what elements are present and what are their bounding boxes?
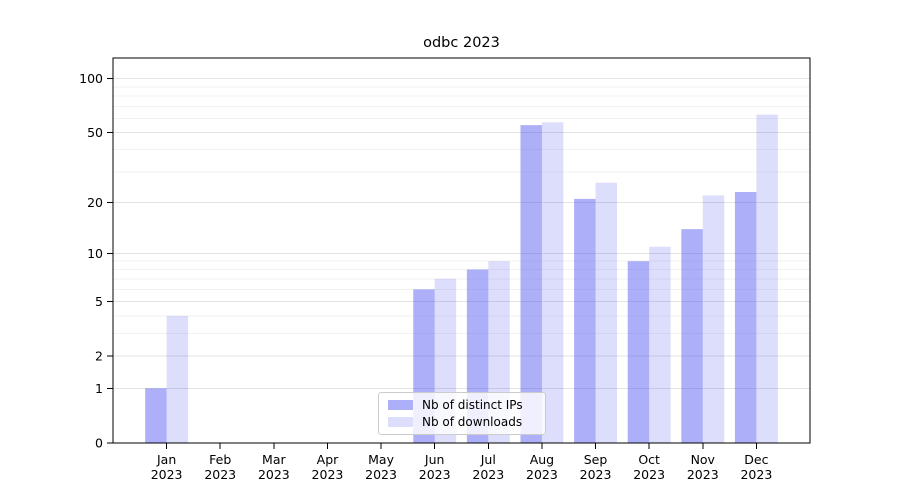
legend-swatch-downloads <box>388 417 413 427</box>
bar-downloads-jan <box>166 315 189 443</box>
x-tick-label-year: 2023 <box>258 467 290 482</box>
y-tick-label: 5 <box>95 294 103 309</box>
x-tick-label-year: 2023 <box>526 467 558 482</box>
bar-distinct-ips-oct <box>627 261 650 443</box>
x-tick-label-month: Nov <box>691 452 716 467</box>
y-tick-label: 0 <box>95 436 103 451</box>
x-tick-label-month: Aug <box>530 452 554 467</box>
axes-box <box>112 57 811 444</box>
x-tick-label-month: Jul <box>480 452 496 467</box>
x-tick-label-year: 2023 <box>204 467 236 482</box>
bar-downloads-sep <box>595 182 617 443</box>
x-tick-label-year: 2023 <box>419 467 451 482</box>
y-tick-label: 10 <box>87 246 103 261</box>
bar-distinct-ips-aug <box>520 125 542 444</box>
x-tick-label-year: 2023 <box>633 467 665 482</box>
y-tick-label: 20 <box>87 195 103 210</box>
x-tick-label-month: Jun <box>424 452 445 467</box>
legend-item-distinct-ips: Nb of distinct IPs <box>388 398 536 412</box>
legend-item-downloads: Nb of downloads <box>388 415 536 429</box>
x-tick-label-year: 2023 <box>740 467 772 482</box>
x-tick-label-month: Dec <box>744 452 768 467</box>
x-tick-label-year: 2023 <box>312 467 344 482</box>
x-tick-label-year: 2023 <box>580 467 612 482</box>
y-tick-label: 1 <box>95 381 103 396</box>
x-tick-label-year: 2023 <box>151 467 183 482</box>
x-tick-label-year: 2023 <box>365 467 397 482</box>
x-tick-label-month: Jan <box>156 452 176 467</box>
bar-downloads-aug <box>541 122 564 443</box>
x-tick-label-month: Feb <box>209 452 231 467</box>
y-tick-label: 100 <box>79 71 103 86</box>
x-tick-label-month: Sep <box>584 452 608 467</box>
bar-downloads-nov <box>702 195 725 443</box>
legend: Nb of distinct IPs Nb of downloads <box>378 392 546 435</box>
bar-downloads-dec <box>756 114 778 443</box>
x-tick-label-month: Mar <box>262 452 286 467</box>
x-tick-label-year: 2023 <box>472 467 504 482</box>
y-tick-label: 50 <box>87 125 103 140</box>
legend-swatch-distinct-ips <box>388 400 413 410</box>
x-tick-label-month: Apr <box>317 452 339 467</box>
legend-label-downloads: Nb of downloads <box>422 415 523 429</box>
bar-distinct-ips-sep <box>574 198 596 443</box>
y-tick-label: 2 <box>95 349 103 364</box>
bar-distinct-ips-jan <box>145 388 167 443</box>
bar-distinct-ips-dec <box>734 192 757 443</box>
bar-downloads-oct <box>649 246 671 443</box>
x-tick-label-year: 2023 <box>687 467 719 482</box>
x-tick-label-month: May <box>368 452 394 467</box>
chart-title: odbc 2023 <box>423 35 500 51</box>
legend-label-distinct-ips: Nb of distinct IPs <box>422 398 523 412</box>
bar-distinct-ips-nov <box>681 229 703 443</box>
x-tick-label-month: Oct <box>638 452 660 467</box>
